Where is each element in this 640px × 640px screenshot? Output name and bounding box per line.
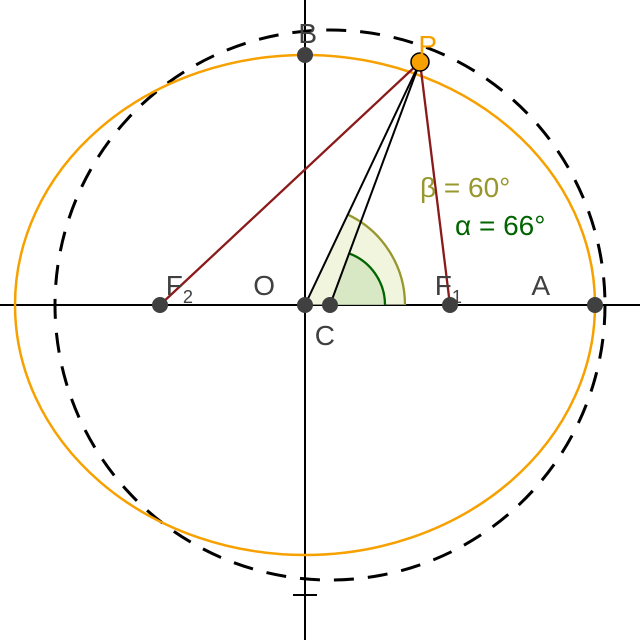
label-O: O <box>253 270 275 301</box>
point-O <box>297 297 313 313</box>
label-beta: β = 60° <box>420 172 510 203</box>
point-A <box>587 297 603 313</box>
label-F2: F2 <box>166 270 193 307</box>
point-B <box>297 47 313 63</box>
label-P: P <box>418 30 437 61</box>
label-alpha: α = 66° <box>455 210 545 241</box>
label-B: B <box>298 18 317 49</box>
point-C <box>322 297 338 313</box>
label-A: A <box>531 270 550 301</box>
label-C: C <box>315 320 335 351</box>
